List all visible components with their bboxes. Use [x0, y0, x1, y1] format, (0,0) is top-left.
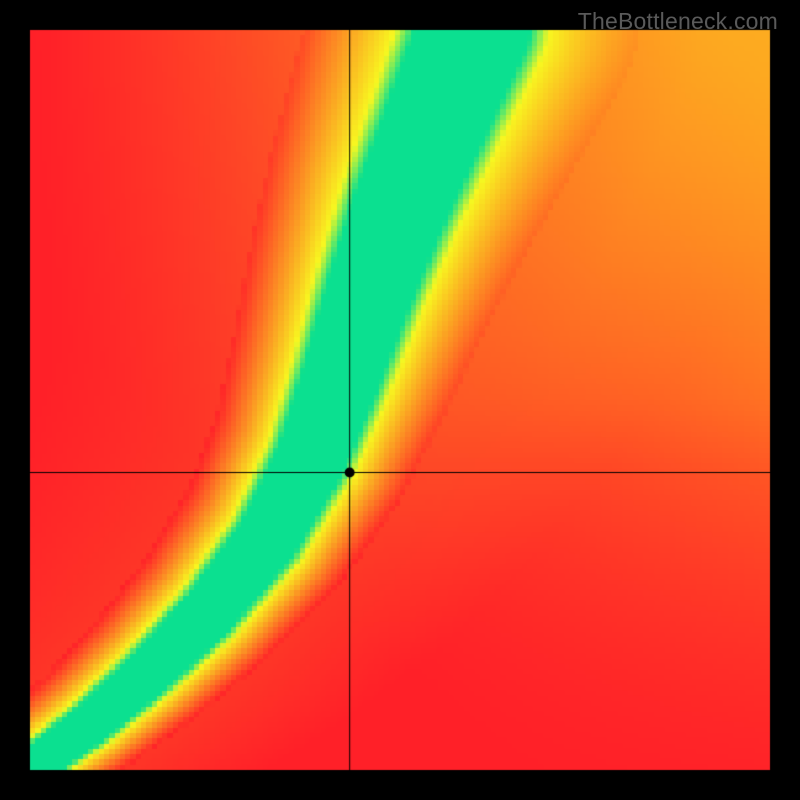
watermark-text: TheBottleneck.com — [578, 8, 778, 35]
bottleneck-heatmap-canvas — [0, 0, 800, 800]
chart-container: TheBottleneck.com — [0, 0, 800, 800]
